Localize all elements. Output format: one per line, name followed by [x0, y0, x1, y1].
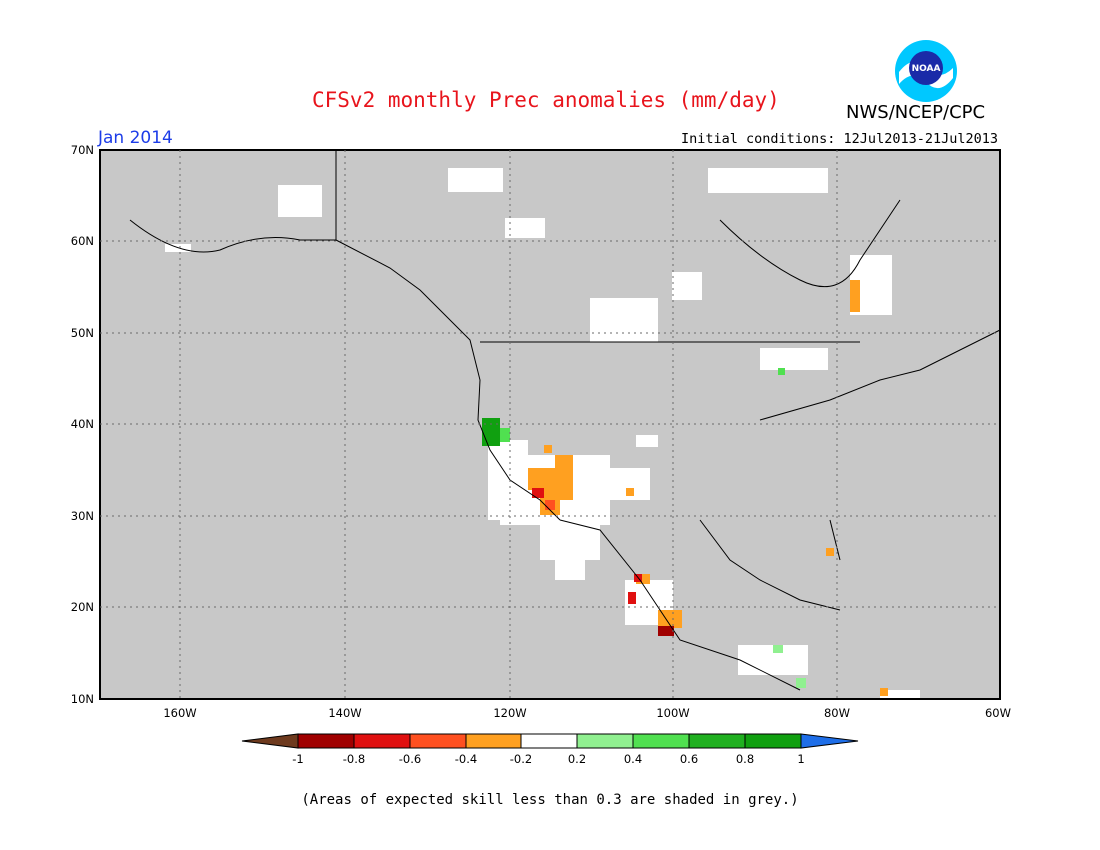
colorbar-arrow-right	[800, 733, 859, 749]
skill-white-regions	[165, 168, 920, 699]
lat-label: 40N	[71, 417, 94, 431]
initial-conditions: Initial conditions: 12Jul2013-21Jul2013	[681, 131, 998, 147]
lat-label: 60N	[71, 234, 94, 248]
noaa-logo: NOAA	[893, 38, 959, 108]
colorbar-segment	[520, 733, 578, 749]
latitude-labels: 70N 60N 50N 40N 30N 20N 10N	[71, 143, 94, 706]
lat-label: 50N	[71, 326, 94, 340]
colorbar-segment	[353, 733, 411, 749]
lon-label: 60W	[985, 706, 1011, 720]
colorbar-label: 1	[797, 752, 804, 766]
colorbar-label: -0.2	[510, 752, 532, 766]
colorbar-label: 0.2	[568, 752, 586, 766]
lon-label: 120W	[493, 706, 526, 720]
map-title: CFSv2 monthly Prec anomalies (mm/day)	[312, 88, 780, 112]
colorbar-label: -0.4	[455, 752, 477, 766]
colorbar-label: 0.6	[680, 752, 698, 766]
colorbar-arrow-left	[241, 733, 299, 749]
skill-note: (Areas of expected skill less than 0.3 a…	[301, 792, 799, 808]
lat-label: 70N	[71, 143, 94, 157]
colorbar-label: -1	[292, 752, 303, 766]
colorbar: -1 -0.8 -0.6 -0.4 -0.2 0.2 0.4 0.6 0.8 1	[241, 733, 859, 766]
colorbar-segment	[688, 733, 746, 749]
lon-label: 140W	[328, 706, 361, 720]
colorbar-segment	[576, 733, 634, 749]
colorbar-segment	[409, 733, 467, 749]
logo-text: NOAA	[912, 64, 941, 74]
colorbar-segment	[744, 733, 802, 749]
colorbar-segment	[465, 733, 522, 749]
lat-label: 20N	[71, 600, 94, 614]
lon-label: 80W	[824, 706, 850, 720]
lon-label: 100W	[656, 706, 689, 720]
lon-label: 160W	[163, 706, 196, 720]
forecast-month: Jan 2014	[98, 128, 173, 148]
agency-label: NWS/NCEP/CPC	[846, 102, 986, 123]
colorbar-segment	[632, 733, 690, 749]
longitude-labels: 160W 140W 120W 100W 80W 60W	[163, 706, 1011, 720]
lat-label: 10N	[71, 692, 94, 706]
graticule	[100, 150, 1000, 699]
colorbar-label: 0.4	[624, 752, 642, 766]
colorbar-segment	[297, 733, 355, 749]
colorbar-label: -0.8	[343, 752, 365, 766]
colorbar-label: 0.8	[736, 752, 754, 766]
lat-label: 30N	[71, 509, 94, 523]
coastlines	[129, 150, 1001, 691]
colorbar-label: -0.6	[399, 752, 421, 766]
